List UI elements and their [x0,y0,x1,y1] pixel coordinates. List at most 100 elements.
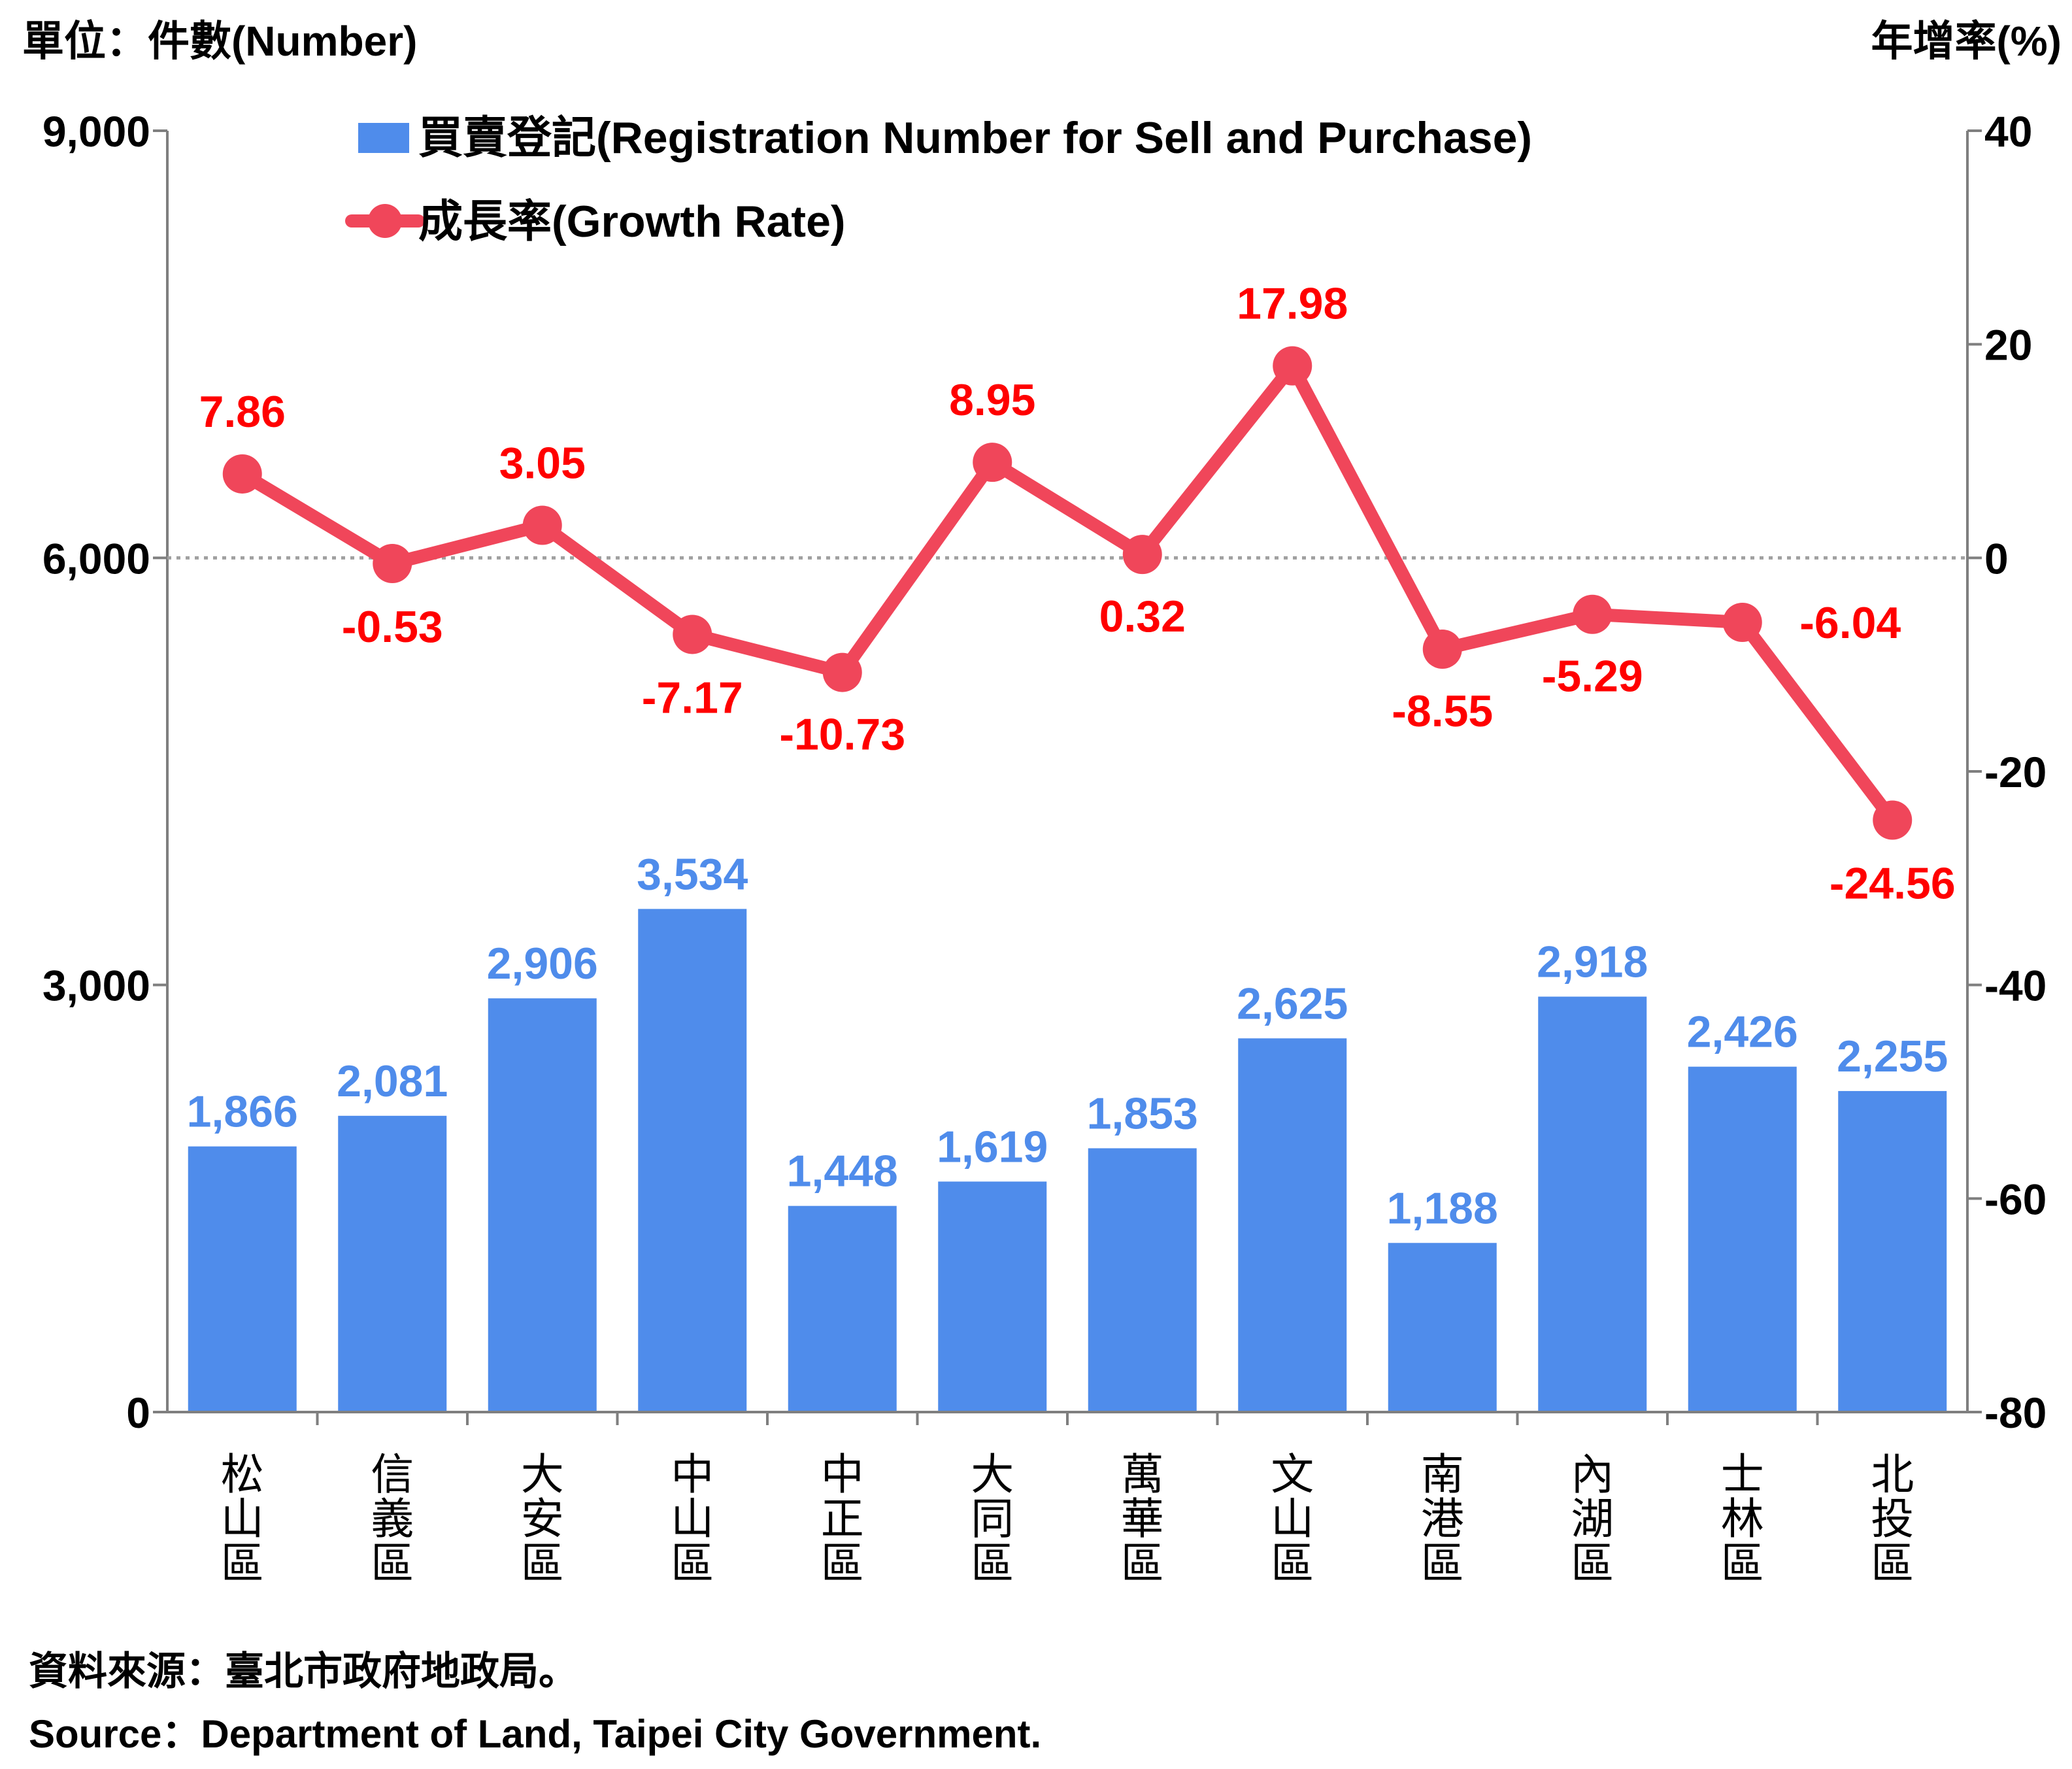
growth-rate-label-9: -5.29 [1542,652,1643,701]
bar-5 [938,1181,1047,1412]
bar-3 [638,909,747,1412]
line-layer [222,346,1913,840]
growth-rate-label-6: 0.32 [1099,592,1186,641]
category-label-char: 區 [971,1539,1014,1587]
growth-rate-point-8 [1422,629,1462,669]
category-label-char: 士 [1721,1450,1764,1498]
bar-value-label-7: 2,625 [1237,979,1348,1028]
category-label-char: 區 [1421,1539,1464,1587]
bars-layer [188,909,1947,1412]
right-tick-label: 0 [1984,534,2009,582]
bar-value-label-9: 2,918 [1537,937,1648,987]
legend-line-label: 成長率(Growth Rate) [418,197,846,246]
bar-11 [1838,1090,1947,1412]
category-label-char: 安 [521,1494,564,1543]
growth-rate-point-11 [1873,800,1913,840]
growth-rate-label-10: -6.04 [1799,598,1901,648]
category-label-char: 區 [1571,1539,1614,1587]
growth-rate-label-4: -10.73 [779,710,905,760]
bar-8 [1388,1243,1497,1412]
left-axis-unit: 單位：件數(Number) [22,18,418,65]
legend-bar-label: 買賣登記(Registration Number for Sell and Pu… [418,113,1532,163]
category-label-char: 山 [221,1494,264,1543]
category-label-char: 湖 [1571,1494,1614,1543]
growth-rate-point-7 [1273,346,1312,386]
left-tick-label: 0 [126,1389,150,1437]
bar-value-label-0: 1,866 [187,1087,298,1137]
growth-rate-point-9 [1573,594,1612,634]
category-label-char: 華 [1121,1494,1164,1543]
category-label-char: 同 [971,1494,1014,1543]
right-tick-label: -20 [1984,748,2047,796]
category-label-char: 山 [1271,1494,1314,1543]
growth-rate-label-8: -8.55 [1392,686,1493,736]
category-label-char: 區 [371,1539,414,1587]
labels-layer: 1,866 2,081 2,906 3,534 1,448 1,619 1,853 2,625… [187,279,1956,1234]
growth-rate-point-10 [1722,602,1762,642]
growth-rate-point-1 [373,543,412,583]
bar-value-label-3: 3,534 [637,849,748,899]
legend: 買賣登記(Registration Number for Sell and Pu… [345,113,1532,246]
category-label-char: 信 [371,1450,414,1498]
category-label-char: 區 [671,1539,714,1587]
category-label-char: 區 [1271,1539,1314,1587]
category-label-char: 投 [1871,1494,1914,1543]
category-label-char: 區 [1121,1539,1164,1587]
category-label-char: 北 [1871,1450,1914,1498]
right-tick-label: 40 [1984,107,2032,156]
bar-value-label-8: 1,188 [1387,1183,1498,1233]
category-label-char: 中 [671,1450,714,1498]
left-tick-label: 3,000 [42,962,150,1010]
right-tick-label: 20 [1984,321,2032,369]
growth-rate-point-5 [973,443,1012,482]
category-label-char: 區 [1721,1539,1764,1587]
growth-rate-point-2 [522,505,562,545]
legend-bar-swatch [358,123,409,153]
bar-7 [1238,1038,1347,1412]
growth-rate-point-3 [673,615,712,654]
category-label-char: 區 [221,1539,264,1587]
category-label-char: 萬 [1121,1450,1164,1498]
category-label-char: 山 [671,1494,714,1543]
category-label-char: 大 [971,1450,1014,1498]
growth-rate-label-5: 8.95 [949,375,1035,425]
bar-9 [1538,996,1647,1412]
growth-rate-label-11: -24.56 [1830,858,1956,908]
bar-value-label-4: 1,448 [787,1147,898,1196]
bar-6 [1088,1148,1197,1412]
growth-rate-label-1: -0.53 [342,602,443,652]
growth-rate-point-6 [1122,535,1162,575]
category-label-char: 區 [1871,1539,1914,1587]
category-label-char: 中 [821,1450,864,1498]
bar-4 [788,1205,897,1412]
growth-rate-label-3: -7.17 [642,673,743,722]
category-label-char: 林 [1721,1494,1764,1543]
bar-value-label-1: 2,081 [337,1056,448,1106]
category-label-char: 區 [521,1539,564,1587]
category-label-char: 內 [1571,1450,1614,1498]
bar-value-label-6: 1,853 [1087,1088,1198,1138]
bar-0 [188,1146,297,1412]
bar-10 [1688,1066,1797,1412]
bar-value-label-5: 1,619 [937,1122,1048,1171]
bar-1 [338,1115,447,1412]
category-label-char: 松 [221,1450,264,1498]
category-label-char: 義 [371,1494,414,1543]
growth-rate-label-2: 3.05 [499,439,586,488]
axes-layer: 03,0006,0009,000-80-60-40-2002040松山區信義區大… [42,107,2047,1587]
category-label-char: 大 [521,1450,564,1498]
category-label-char: 南 [1421,1450,1464,1498]
growth-rate-label-0: 7.86 [199,387,286,437]
right-tick-label: -80 [1984,1389,2047,1437]
source-en: Source：Department of Land, Taipei City G… [29,1712,1042,1756]
bar-value-label-2: 2,906 [487,939,598,988]
bar-2 [488,998,597,1412]
bar-value-label-10: 2,426 [1687,1007,1798,1057]
growth-rate-point-0 [222,454,262,494]
right-axis-unit: 年增率(%) [1871,18,2062,65]
growth-rate-point-4 [822,652,862,692]
left-tick-label: 9,000 [42,107,150,156]
growth-rate-label-7: 17.98 [1237,279,1348,329]
category-label-char: 文 [1271,1450,1314,1498]
